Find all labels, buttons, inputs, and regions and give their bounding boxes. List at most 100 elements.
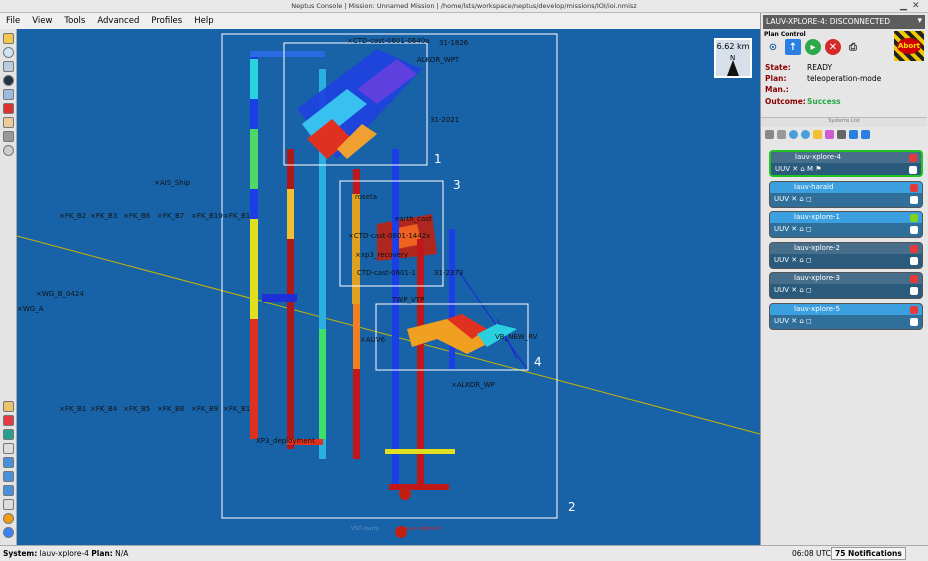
arrow-up-icon[interactable]: ↑	[785, 39, 801, 55]
auv-survey-patch	[337, 124, 377, 159]
map-marker-label[interactable]: ×FK_B8	[157, 405, 185, 413]
vehicle-marker[interactable]	[399, 488, 411, 500]
filter-icon[interactable]	[765, 130, 774, 139]
map-marker-label[interactable]: earth_cast	[395, 215, 432, 223]
stop-plan-icon[interactable]: ✕	[825, 39, 841, 55]
map-marker-label[interactable]: ×CTD-cast-0601-1442x	[348, 232, 431, 240]
zoom-icon[interactable]	[801, 130, 810, 139]
abort-button[interactable]: Abort	[894, 31, 924, 61]
map-marker-label[interactable]: lauv-xplore-5	[405, 526, 442, 532]
map-marker-label[interactable]: ALKOR_WPT	[417, 56, 460, 64]
refresh-icon[interactable]	[3, 429, 14, 440]
clock-icon[interactable]	[3, 47, 14, 58]
arrow-down-icon[interactable]	[849, 130, 858, 139]
system-card-lauv-xplore-4[interactable]: lauv-xplore-4 UUV ✕ ⌂ M ⚑	[769, 150, 923, 177]
map-marker-label[interactable]: ×FK_B1	[223, 405, 251, 413]
waypoint-icon[interactable]	[3, 103, 14, 114]
map-marker-label[interactable]: ×FK_B5	[123, 405, 151, 413]
region-number-1: 1	[434, 152, 442, 166]
auv-track	[319, 69, 326, 459]
status-badge	[910, 275, 918, 283]
expand-icon[interactable]	[910, 318, 918, 326]
user-icon[interactable]	[3, 499, 14, 510]
expand-icon[interactable]	[909, 166, 917, 174]
vehicle-icon[interactable]	[3, 75, 14, 86]
home-icon[interactable]	[3, 117, 14, 128]
map-marker-label[interactable]: TWP_VTP	[392, 296, 425, 304]
layers-icon[interactable]	[3, 131, 14, 142]
auv-track	[392, 149, 399, 489]
map-marker-label[interactable]: ×WG_A	[17, 305, 44, 313]
map-marker-label[interactable]: ×FK_B1	[223, 212, 251, 220]
expand-icon[interactable]	[910, 257, 918, 265]
system-name: lauv-xplore-4	[795, 153, 841, 161]
key-icon[interactable]	[813, 130, 822, 139]
map-marker-label[interactable]: ×AIS_Ship	[154, 179, 190, 187]
link-icon[interactable]	[3, 61, 14, 72]
start-plan-icon[interactable]: ▸	[805, 39, 821, 55]
scale-compass[interactable]: 6.62 km N	[714, 38, 752, 78]
system-card-lauv-xplore-1[interactable]: lauv-xplore-1 UUV ✕ ⌂ ◻	[769, 211, 923, 238]
map-marker-label[interactable]: 31-2021	[430, 116, 460, 124]
expand-icon[interactable]	[910, 226, 918, 234]
expand-icon[interactable]	[910, 196, 918, 204]
map-marker-label[interactable]: CTD-cast-0601-1	[357, 269, 416, 277]
system-card-lauv-xplore-2[interactable]: lauv-xplore-2 UUV ✕ ⌂ ◻	[769, 242, 923, 269]
map-marker-label[interactable]: ×FK_B3	[90, 212, 118, 220]
map-marker-label[interactable]: XP3_deployment	[256, 437, 315, 445]
mission-map[interactable]: 1 2 3 4 ×AIS_Ship ×FK_B2 ×FK_B3 ×FK_B6 ×…	[17, 29, 760, 545]
map-marker-label[interactable]: VB_NEW_RV	[495, 333, 538, 341]
map-marker-label[interactable]: VST-starts	[351, 526, 379, 532]
folder-icon[interactable]	[3, 33, 14, 44]
chevron-down-icon[interactable]: ▾	[917, 16, 922, 26]
map-marker-label[interactable]: ×FK_B6	[123, 212, 151, 220]
search-icon[interactable]	[789, 130, 798, 139]
map-marker-label[interactable]: ×FK_B4	[90, 405, 118, 413]
map-marker-label[interactable]: roseta	[355, 193, 377, 201]
map-marker-label[interactable]: ×AUV6	[360, 336, 386, 344]
map-marker-label[interactable]: ×CTD-cast-0601-0640a	[347, 37, 430, 45]
map-marker-label[interactable]: ×WG_B_0424	[36, 290, 84, 298]
grid-icon[interactable]	[3, 485, 14, 496]
expand-icon[interactable]	[910, 287, 918, 295]
menu-profiles[interactable]: Profiles	[151, 16, 183, 26]
menu-view[interactable]: View	[32, 16, 53, 26]
system-card-lauv-xplore-3[interactable]: lauv-xplore-3 UUV ✕ ⌂ ◻	[769, 272, 923, 299]
map-marker-label[interactable]: 31-2373	[434, 269, 464, 277]
funnel-icon[interactable]	[837, 130, 846, 139]
ruler-icon[interactable]	[3, 89, 14, 100]
system-selector[interactable]: LAUV-XPLORE-4: DISCONNECTED ▾	[763, 15, 925, 29]
map-marker-label[interactable]: ×FK_B1	[59, 405, 87, 413]
menu-help[interactable]: Help	[194, 16, 214, 26]
system-card-lauv-xplore-5[interactable]: lauv-xplore-5 UUV ✕ ⌂ ◻	[769, 303, 923, 330]
system-status-icons: UUV ✕ ⌂ M ⚑	[775, 165, 822, 173]
map-marker-label[interactable]: ×xp3_recovery	[355, 251, 409, 259]
system-card-lauv-harald[interactable]: lauv-harald UUV ✕ ⌂ ◻	[769, 181, 923, 208]
minimize-icon[interactable]: ▁	[900, 1, 907, 11]
print-icon[interactable]: ⎙	[849, 41, 857, 53]
map-marker-label[interactable]: ×FK_B10	[191, 212, 223, 220]
pin-icon[interactable]	[3, 513, 14, 524]
antenna-icon[interactable]: ⊙	[768, 41, 778, 53]
close-icon[interactable]: ✕	[912, 1, 920, 11]
tag-icon[interactable]	[825, 130, 834, 139]
eraser-icon[interactable]	[3, 415, 14, 426]
menu-file[interactable]: File	[6, 16, 21, 26]
vehicle-marker[interactable]	[395, 526, 407, 538]
info-icon[interactable]	[3, 527, 14, 538]
print-icon[interactable]	[3, 443, 14, 454]
list-icon[interactable]	[3, 471, 14, 482]
gear-icon[interactable]	[3, 145, 14, 156]
notifications-button[interactable]: 75 Notifications	[831, 547, 906, 560]
view-icon[interactable]	[777, 130, 786, 139]
map-marker-label[interactable]: 31-1826	[439, 39, 469, 47]
map-marker-label[interactable]: ×FK_B7	[157, 212, 185, 220]
pencil-icon[interactable]	[3, 401, 14, 412]
menu-advanced[interactable]: Advanced	[97, 16, 140, 26]
document-icon[interactable]	[3, 457, 14, 468]
map-marker-label[interactable]: ×FK_B2	[59, 212, 87, 220]
map-marker-label[interactable]: ×FK_B9	[191, 405, 219, 413]
arrow-up-icon[interactable]	[861, 130, 870, 139]
map-marker-label[interactable]: ×ALKOR_WP	[451, 381, 495, 389]
menu-tools[interactable]: Tools	[64, 16, 86, 26]
